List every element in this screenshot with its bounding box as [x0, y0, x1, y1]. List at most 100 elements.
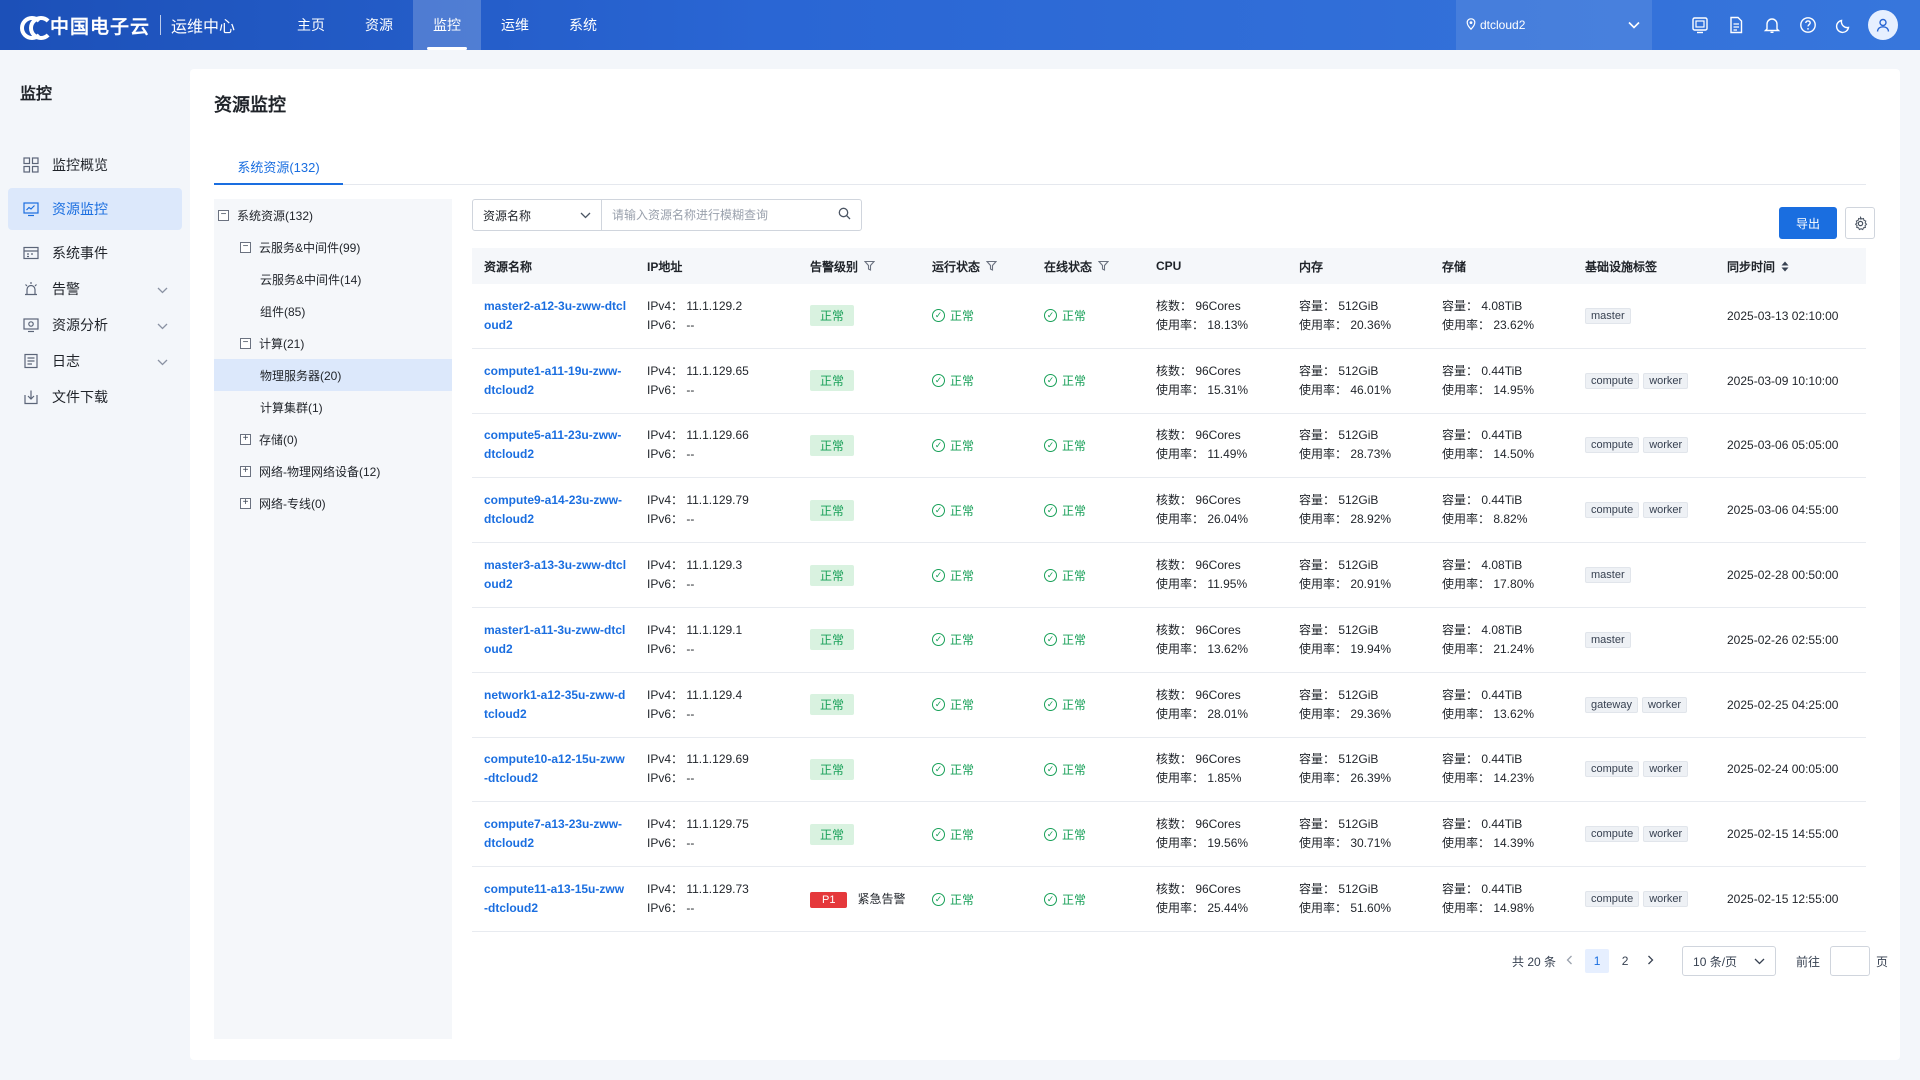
- header-resource-name: 资源名称: [484, 259, 533, 274]
- filter-icon[interactable]: [863, 260, 876, 274]
- collapse-icon[interactable]: −: [218, 209, 229, 221]
- table-row: master1-a11-3u-zww-dtcloud2 IPv4： 11.1.12…: [472, 608, 1866, 673]
- sidebar-item-resource-monitoring[interactable]: 资源监控: [8, 188, 182, 230]
- collapse-icon[interactable]: −: [240, 337, 251, 349]
- sidebar-item-overview[interactable]: 监控概览: [8, 144, 182, 186]
- brand-subtitle: 运维中心: [171, 19, 236, 36]
- page-size-select[interactable]: 10 条/页: [1682, 946, 1777, 976]
- monitor-chart-icon: [22, 200, 40, 218]
- user-avatar[interactable]: [1868, 10, 1898, 40]
- ipv6-value: IPv6： --: [647, 577, 695, 592]
- check-circle-icon: ✓: [1044, 503, 1057, 517]
- pagination-page-2[interactable]: 2: [1621, 954, 1629, 968]
- search-icon[interactable]: [838, 207, 851, 223]
- filter-icon[interactable]: [1097, 260, 1110, 274]
- chevron-right-icon[interactable]: [1647, 954, 1654, 968]
- infra-tag: compute: [1585, 372, 1640, 389]
- sidebar-item-logs[interactable]: 日志: [8, 340, 182, 382]
- document-icon[interactable]: [1718, 0, 1754, 50]
- expand-icon[interactable]: +: [240, 497, 251, 509]
- goto-page-input[interactable]: [1830, 946, 1871, 976]
- resource-name-link[interactable]: compute11-a13-15u-zww-dtcloud2: [484, 882, 625, 916]
- sync-time: 2025-03-13 02:10:00: [1727, 308, 1839, 323]
- online-status-text: 正常: [1062, 568, 1087, 583]
- table-header: 资源名称 IP地址 告警级别 运行状态 在线状态 CPU 内存 存储 基础设施标…: [472, 248, 1866, 284]
- memory-capacity: 容量： 512GiB: [1299, 882, 1379, 897]
- screen-icon[interactable]: [1682, 0, 1718, 50]
- run-status: ✓ 正常: [932, 761, 974, 778]
- storage-usage: 使用率： 14.98%: [1442, 901, 1535, 916]
- check-circle-icon: ✓: [932, 503, 945, 517]
- sidebar-item-system-events[interactable]: 系统事件: [8, 232, 182, 274]
- resource-name-link[interactable]: master3-a13-3u-zww-dtcloud2: [484, 558, 627, 592]
- bell-icon[interactable]: [1754, 0, 1790, 50]
- tree-node-cloud-middleware-sub[interactable]: 云服务&中间件(14): [214, 263, 452, 295]
- tree-node-cloud-middleware[interactable]: − 云服务&中间件(99): [214, 231, 452, 263]
- topnav-monitoring[interactable]: 监控: [413, 0, 482, 50]
- help-icon[interactable]: [1790, 0, 1826, 50]
- expand-icon[interactable]: +: [240, 465, 251, 477]
- column-settings-button[interactable]: [1845, 207, 1875, 239]
- search-field-select[interactable]: 资源名称: [472, 199, 602, 231]
- tree-node-components[interactable]: 组件(85): [214, 295, 452, 327]
- ipv6-value: IPv6： --: [647, 512, 695, 527]
- tree-node-compute-cluster[interactable]: 计算集群(1): [214, 391, 452, 423]
- cpu-usage: 使用率： 13.62%: [1156, 641, 1249, 656]
- tree-node-compute[interactable]: − 计算(21): [214, 327, 452, 359]
- resource-name-link[interactable]: master2-a12-3u-zww-dtcloud2: [484, 298, 627, 332]
- collapse-icon[interactable]: −: [240, 241, 251, 253]
- resource-name-link[interactable]: master1-a11-3u-zww-dtcloud2: [484, 622, 626, 656]
- resource-name-link[interactable]: compute5-a11-23u-zww-dtcloud2: [484, 428, 622, 462]
- alarm-icon: [22, 280, 40, 298]
- resource-name-link[interactable]: compute7-a13-23u-zww-dtcloud2: [484, 817, 623, 851]
- run-status: ✓ 正常: [932, 826, 974, 843]
- sidebar: 监控 监控概览 资源监控 系统事件 告警 资源分析: [0, 50, 190, 1080]
- event-icon: [22, 244, 40, 262]
- brand[interactable]: 中国电子云 运维中心: [0, 0, 235, 50]
- resource-name-link[interactable]: network1-a12-35u-zww-dtcloud2: [484, 687, 626, 721]
- tree-node-label: 计算集群(1): [260, 400, 323, 415]
- ipv6-value: IPv6： --: [647, 901, 695, 916]
- topnav-system[interactable]: 系统: [569, 17, 598, 33]
- topnav-home[interactable]: 主页: [297, 17, 326, 33]
- table-row: network1-a12-35u-zww-dtcloud2 IPv4： 11.1.…: [472, 673, 1866, 738]
- tree-node-physical-servers[interactable]: 物理服务器(20): [214, 359, 452, 391]
- sync-time: 2025-02-24 00:05:00: [1727, 762, 1839, 777]
- region-selector[interactable]: dtcloud2: [1456, 0, 1652, 50]
- storage-capacity: 容量： 4.08TiB: [1442, 622, 1523, 637]
- sidebar-item-file-download[interactable]: 文件下载: [8, 376, 182, 418]
- cpu-cores: 核数： 96Cores: [1156, 363, 1241, 378]
- alert-badge: 正常: [810, 370, 855, 392]
- check-circle-icon: ✓: [932, 438, 945, 452]
- gear-icon: [1854, 215, 1867, 230]
- export-button[interactable]: 导出: [1779, 207, 1837, 239]
- sidebar-item-alarms[interactable]: 告警: [8, 268, 182, 310]
- expand-icon[interactable]: +: [240, 433, 251, 445]
- tree-node-system-resources[interactable]: − 系统资源(132): [214, 199, 452, 231]
- cpu-usage: 使用率： 1.85%: [1156, 771, 1242, 786]
- infra-tag: worker: [1643, 437, 1689, 454]
- tree-node-network-leased-line[interactable]: + 网络-专线(0): [214, 487, 452, 519]
- check-circle-icon: ✓: [1044, 633, 1057, 647]
- tab-system-resources[interactable]: 系统资源(132): [214, 149, 343, 185]
- memory-usage: 使用率： 20.91%: [1299, 577, 1392, 592]
- resource-name-link[interactable]: compute1-a11-19u-zww-dtcloud2: [484, 363, 622, 397]
- chevron-left-icon[interactable]: [1566, 954, 1573, 968]
- pagination-page-1[interactable]: 1: [1585, 949, 1610, 973]
- memory-usage: 使用率： 19.94%: [1299, 641, 1392, 656]
- topnav-operations[interactable]: 运维: [501, 17, 530, 33]
- check-circle-icon: ✓: [1044, 309, 1057, 323]
- filter-icon[interactable]: [985, 260, 998, 274]
- alert-badge: 正常: [810, 823, 855, 845]
- resource-name-link[interactable]: compute10-a12-15u-zww-dtcloud2: [484, 752, 625, 786]
- topnav-resources[interactable]: 资源: [365, 17, 394, 33]
- search-input[interactable]: [612, 208, 822, 222]
- check-circle-icon: ✓: [1044, 568, 1057, 582]
- sync-time: 2025-03-06 04:55:00: [1727, 503, 1839, 518]
- resource-name-link[interactable]: compute9-a14-23u-zww-dtcloud2: [484, 493, 623, 527]
- sort-icon[interactable]: [1781, 261, 1789, 273]
- moon-icon[interactable]: [1826, 0, 1862, 50]
- sidebar-item-resource-analysis[interactable]: 资源分析: [8, 304, 182, 346]
- tree-node-storage[interactable]: + 存储(0): [214, 423, 452, 455]
- tree-node-network-devices[interactable]: + 网络-物理网络设备(12): [214, 455, 452, 487]
